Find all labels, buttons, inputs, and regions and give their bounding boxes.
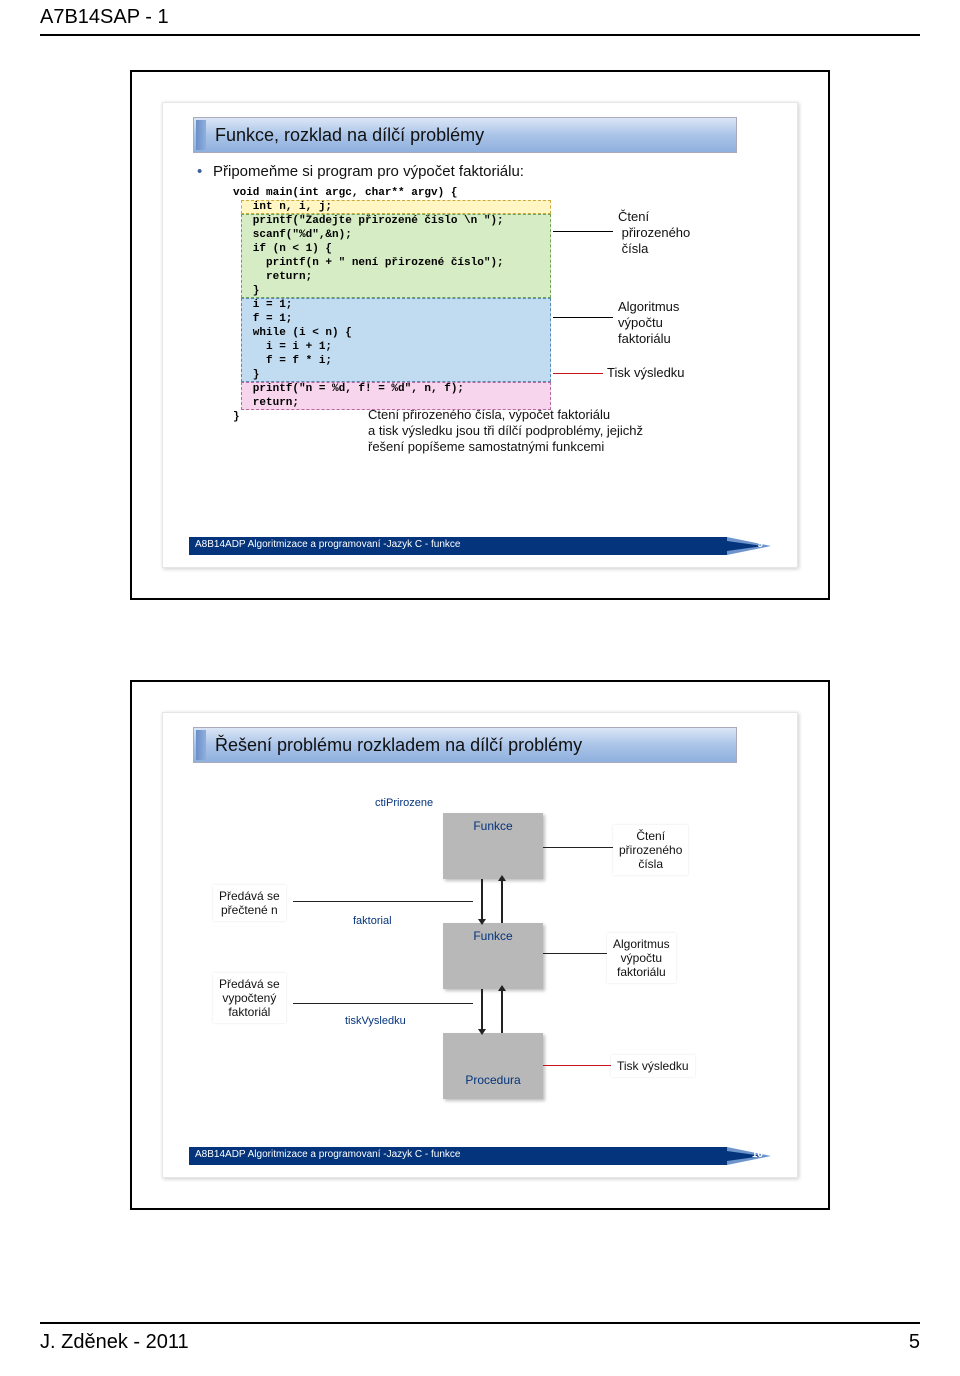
r-annot2-line: [543, 953, 607, 954]
arrowhead-1-2-down: [478, 919, 486, 925]
code-l1: int n, i, j;: [233, 200, 583, 214]
arrowhead-2-3-up: [498, 985, 506, 991]
slide-2-footer-text: A8B14ADP Algoritmizace a programovaní -J…: [195, 1149, 461, 1160]
footer-cap-icon-2: [727, 1147, 771, 1165]
code-l14: printf("n = %d, f! = %d", n, f);: [233, 382, 583, 396]
code-l0: void main(int argc, char** argv) {: [233, 186, 583, 200]
slide-2-frame: Řešení problému rozkladem na dílčí probl…: [130, 680, 830, 1210]
code-l12: f = f * i;: [233, 354, 583, 368]
code-l11: i = i + 1;: [233, 340, 583, 354]
box1-funkce-label: Funkce: [443, 819, 543, 833]
slide-2-inner: Řešení problému rozkladem na dílčí probl…: [162, 712, 798, 1178]
code-l10: while (i < n) {: [233, 326, 583, 340]
r-annot1-line: [543, 847, 613, 848]
pass-n-line: [293, 901, 473, 902]
r-annot2: Algoritmus výpočtu faktoriálu: [607, 933, 676, 983]
arrow-2-3-up: [501, 989, 503, 1033]
slide-1-title-bar: Funkce, rozklad na dílčí problémy: [193, 117, 737, 153]
slide-1-bullet: Připomeňme si program pro výpočet faktor…: [193, 163, 767, 180]
pass-fakt-line: [293, 1003, 473, 1004]
code-l4: if (n < 1) {: [233, 242, 583, 256]
code-l13: }: [233, 368, 583, 382]
annot-print: Tisk výsledku: [607, 365, 685, 381]
pass-fakt-label: Předává se vypočtený faktoriál: [213, 973, 286, 1023]
header-rule: [40, 34, 920, 36]
r-annot3: Tisk výsledku: [611, 1055, 695, 1077]
pass-n-label: Předává se přečtené n: [213, 885, 286, 921]
page-footer-right: 5: [909, 1331, 920, 1354]
slide-1-frame: Funkce, rozklad na dílčí problémy Připom…: [130, 70, 830, 600]
arrow-1-2-up: [501, 879, 503, 923]
footer-rule: [40, 1322, 920, 1324]
box3-proc-label: Procedura: [443, 1073, 543, 1087]
ctiprirozene-label: ctiPrirozene: [375, 797, 433, 809]
slide-2-title-bar: Řešení problému rozkladem na dílčí probl…: [193, 727, 737, 763]
r-annot3-line: [543, 1065, 611, 1066]
slide-1-body: Připomeňme si program pro výpočet faktor…: [193, 163, 767, 527]
slide-2-footer-num: 10: [752, 1149, 763, 1160]
slide-1-footer-text: A8B14ADP Algoritmizace a programovaní -J…: [195, 539, 461, 550]
slide-2-body: Funkce ctiPrirozene Funkce faktorial Pro…: [193, 773, 767, 1137]
code-l8: i = 1;: [233, 298, 583, 312]
code-l16: }: [233, 410, 583, 424]
code-l7: }: [233, 284, 583, 298]
r-annot1: Čtení přirozeného čísla: [613, 825, 688, 875]
faktorial-label: faktorial: [353, 915, 392, 927]
box-ctiprirozene: Funkce: [443, 813, 543, 879]
footer-cap-icon: [727, 537, 771, 555]
code-area: void main(int argc, char** argv) { int n…: [233, 186, 583, 424]
slide-1-title: Funkce, rozklad na dílčí problémy: [193, 125, 484, 146]
page-footer-left: J. Zděnek - 2011: [40, 1331, 189, 1354]
slide-2-title: Řešení problému rozkladem na dílčí probl…: [193, 735, 582, 756]
box-tiskvysledku: Procedura: [443, 1033, 543, 1099]
code-l6: return;: [233, 270, 583, 284]
slide-1-footer: A8B14ADP Algoritmizace a programovaní -J…: [189, 537, 771, 555]
code-l15: return;: [233, 396, 583, 410]
annot-algo: Algoritmus výpočtu faktoriálu: [618, 299, 679, 347]
box-faktorial: Funkce: [443, 923, 543, 989]
diagram: Funkce ctiPrirozene Funkce faktorial Pro…: [193, 803, 767, 1137]
slide-1-footer-num: 9: [757, 539, 763, 550]
code-l5: printf(n + " není přirozené číslo");: [233, 256, 583, 270]
annot-read: Čtení přirozeného čísla: [618, 209, 690, 257]
arrow-1-2-down: [481, 879, 483, 923]
slide-2-footer: A8B14ADP Algoritmizace a programovaní -J…: [189, 1147, 771, 1165]
page: A7B14SAP - 1 Funkce, rozklad na dílčí pr…: [0, 0, 960, 1376]
arrow-2-3-down: [481, 989, 483, 1033]
arrowhead-2-3-down: [478, 1029, 486, 1035]
tiskvysledku-label: tiskVysledku: [345, 1015, 406, 1027]
code-l3: scanf("%d",&n);: [233, 228, 583, 242]
slide-1-inner: Funkce, rozklad na dílčí problémy Připom…: [162, 102, 798, 568]
page-header: A7B14SAP - 1: [40, 6, 169, 29]
arrowhead-1-2-up: [498, 875, 506, 881]
code-l2: printf("Zadejte přirozené číslo \n ");: [233, 214, 583, 228]
code-l9: f = 1;: [233, 312, 583, 326]
box2-funkce-label: Funkce: [443, 929, 543, 943]
